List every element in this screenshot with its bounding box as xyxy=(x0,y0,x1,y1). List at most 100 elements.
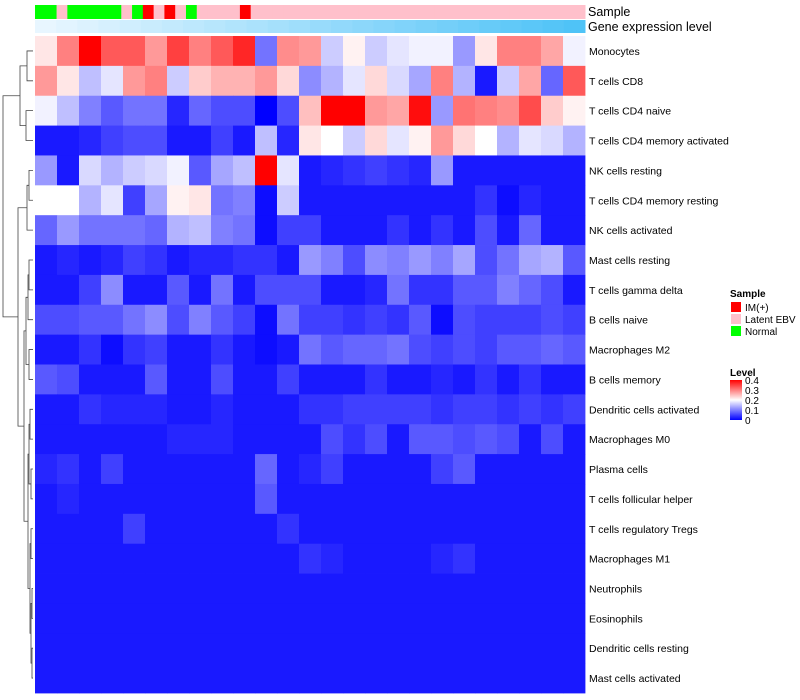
heatmap-cell xyxy=(321,483,344,515)
heatmap-cell xyxy=(145,155,168,186)
heatmap-cell xyxy=(277,185,300,216)
sample-annotation-cell xyxy=(531,5,543,19)
row-label: Monocytes xyxy=(589,46,640,58)
heatmap-cell xyxy=(167,185,190,216)
heatmap-cell xyxy=(387,543,410,574)
heatmap-cell xyxy=(145,185,168,216)
heatmap-cell xyxy=(233,543,256,574)
heatmap-cell xyxy=(431,185,454,216)
heatmap-cell xyxy=(541,663,564,694)
heatmap-cell xyxy=(101,245,124,276)
sample-annotation-cell xyxy=(304,5,316,19)
heatmap-cell xyxy=(387,125,410,156)
heatmap-cell xyxy=(277,65,300,97)
heatmap-cell xyxy=(321,215,344,246)
heatmap-cell xyxy=(541,424,564,455)
heatmap-cell xyxy=(343,483,366,515)
heatmap-cell xyxy=(343,633,366,664)
heatmap-cell xyxy=(299,633,322,664)
heatmap-cell xyxy=(563,334,586,365)
heatmap-cell xyxy=(277,573,300,604)
heatmap-cell xyxy=(255,36,278,67)
heatmap-cell xyxy=(255,394,278,425)
heatmap-cell xyxy=(233,274,256,306)
sample-annotation-cell xyxy=(412,5,424,19)
row-label: Macrophages M1 xyxy=(589,554,670,566)
heatmap-cell xyxy=(387,185,410,216)
heatmap-cell xyxy=(101,185,124,216)
heatmap-cell xyxy=(35,573,58,604)
heatmap-cell xyxy=(409,125,432,156)
heatmap-cell xyxy=(101,483,124,515)
heatmap-cell xyxy=(431,65,454,97)
sample-annotation-cell xyxy=(477,5,489,19)
sample-annotation-cell xyxy=(56,5,68,19)
heatmap-cell xyxy=(343,304,366,336)
sample-annotation-cell xyxy=(35,5,47,19)
heatmap-cell xyxy=(189,185,212,216)
heatmap-cell xyxy=(519,185,542,216)
heatmap-cell xyxy=(321,155,344,186)
heatmap-cell xyxy=(101,543,124,574)
heatmap-cell xyxy=(563,125,586,156)
heatmap-cell xyxy=(189,155,212,186)
heatmap-cell xyxy=(475,483,498,515)
level-tick-labels: 0.40.30.20.10 xyxy=(745,376,759,427)
row-dendrogram xyxy=(2,50,33,679)
heatmap-cell xyxy=(57,155,80,186)
heatmap-cell xyxy=(453,603,476,634)
heatmap-cell xyxy=(57,603,80,634)
heatmap-cell xyxy=(497,125,520,156)
heatmap-cell xyxy=(211,125,234,156)
row-label: T cells CD8 xyxy=(589,76,643,88)
heatmap-cell xyxy=(387,215,410,246)
heatmap-cell xyxy=(387,65,410,97)
heatmap-cell xyxy=(35,483,58,515)
heatmap-cell xyxy=(123,245,146,276)
heatmap-cell xyxy=(519,304,542,336)
heatmap-cell xyxy=(233,663,256,694)
expression-annotation-cell xyxy=(458,20,480,33)
heatmap-cell xyxy=(35,364,58,395)
heatmap-cell xyxy=(277,245,300,276)
heatmap-cell xyxy=(409,603,432,634)
heatmap-cell xyxy=(343,603,366,634)
heatmap-cell xyxy=(145,65,168,97)
heatmap-cell xyxy=(343,36,366,67)
row-label: Macrophages M0 xyxy=(589,434,670,446)
heatmap-cell xyxy=(233,125,256,156)
heatmap-cell xyxy=(35,603,58,634)
heatmap-cell xyxy=(519,155,542,186)
heatmap-cell xyxy=(365,125,388,156)
heatmap-cell xyxy=(167,215,190,246)
heatmap-cell xyxy=(211,663,234,694)
heatmap-cell xyxy=(167,36,190,67)
heatmap-cell xyxy=(497,36,520,67)
heatmap-cell xyxy=(299,513,322,545)
heatmap-cell xyxy=(541,245,564,276)
sample-annotation-cell xyxy=(293,5,306,19)
heatmap-cell xyxy=(541,125,564,156)
expression-annotation-cell xyxy=(225,20,248,33)
heatmap-cell xyxy=(299,185,322,216)
heatmap-cell xyxy=(365,424,388,455)
heatmap-cell xyxy=(277,633,300,664)
heatmap-cell xyxy=(563,95,586,126)
legend-swatch xyxy=(731,314,741,324)
heatmap-cell xyxy=(431,155,454,186)
heatmap-cell xyxy=(453,424,476,455)
heatmap-cell xyxy=(343,215,366,246)
heatmap-cell xyxy=(123,36,146,67)
heatmap-cell xyxy=(321,245,344,276)
heatmap-cell xyxy=(255,543,278,574)
heatmap-cell xyxy=(365,573,388,604)
heatmap-cell xyxy=(563,513,586,545)
heatmap-cell xyxy=(211,394,234,425)
heatmap-cell xyxy=(409,543,432,574)
expression-annotation-cell xyxy=(183,20,205,33)
sample-annotation-cell xyxy=(520,5,532,19)
heatmap-cell xyxy=(497,573,520,604)
heatmap-cell xyxy=(145,95,168,126)
heatmap-cell xyxy=(277,155,300,186)
